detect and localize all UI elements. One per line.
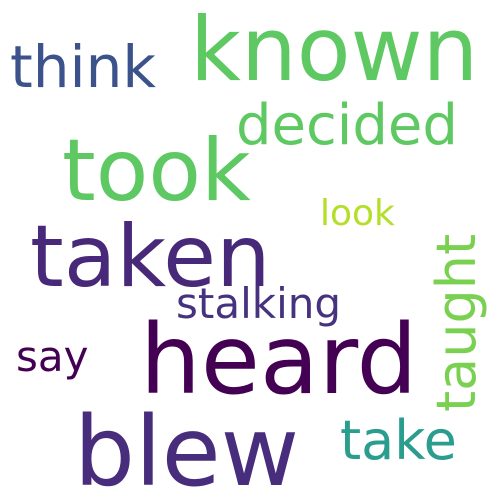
word-took: took — [62, 121, 251, 221]
word-blew: blew — [74, 396, 300, 500]
word-think: think — [10, 33, 156, 101]
word-decided: decided — [236, 93, 458, 158]
word-heard: heard — [140, 304, 418, 416]
word-known: known — [190, 0, 479, 101]
word-taught: taught — [425, 233, 488, 412]
word-stalking: stalking — [176, 279, 342, 328]
word-say: say — [16, 332, 89, 381]
word-take: take — [340, 409, 457, 472]
word-look: look — [320, 193, 395, 234]
word-taken: taken — [30, 207, 271, 307]
